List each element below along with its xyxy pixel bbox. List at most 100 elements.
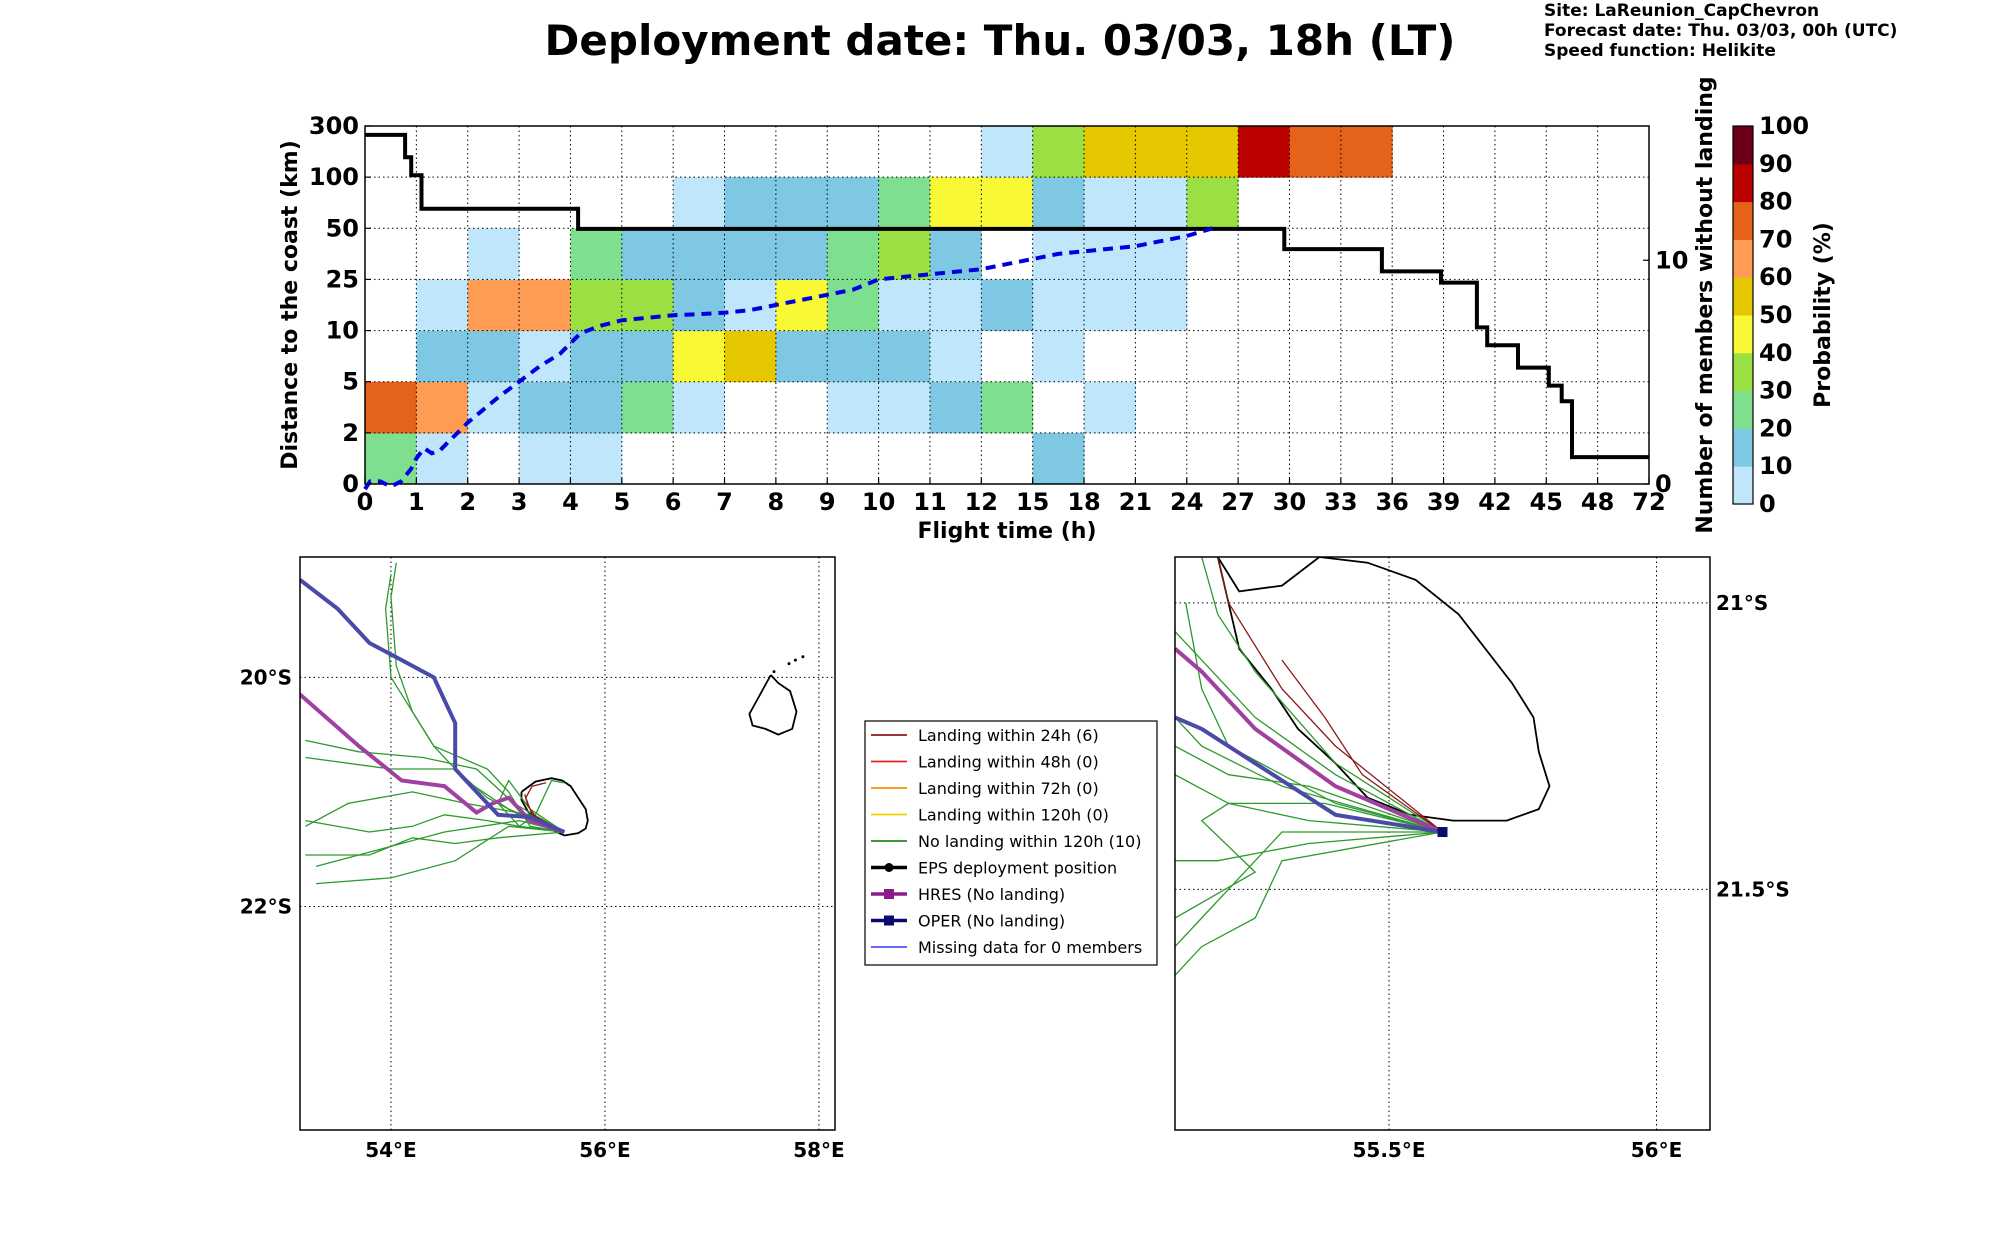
legend-label: No landing within 120h (10) xyxy=(918,832,1141,851)
heatmap-cell xyxy=(1135,126,1188,178)
colorbar-tick-label: 40 xyxy=(1759,339,1792,367)
heatmap-cell xyxy=(1186,177,1239,229)
heatmap-cell xyxy=(724,228,777,280)
legend-label: Landing within 24h (6) xyxy=(918,726,1099,745)
heatmap-cell xyxy=(519,330,571,383)
map-lon-label: 54°E xyxy=(365,1138,417,1162)
heatmap-cell xyxy=(724,279,777,332)
no-landing-track xyxy=(1175,745,1443,833)
x-tick-label: 27 xyxy=(1221,488,1254,516)
colorbar-tick-label: 70 xyxy=(1759,225,1792,253)
x-tick-label: 12 xyxy=(965,488,998,516)
x-tick-label: 7 xyxy=(716,488,733,516)
heatmap-x-axis-label: Flight time (h) xyxy=(917,519,1096,544)
legend-item: HRES (No landing) xyxy=(871,885,1065,904)
speed-function-label: Speed function: Helikite xyxy=(1544,41,1776,61)
heatmap-cell xyxy=(519,279,571,332)
heatmap-cell xyxy=(775,279,828,332)
oper-track xyxy=(1175,715,1443,834)
heatmap-cell xyxy=(570,432,623,485)
heatmap-cell xyxy=(878,381,931,434)
heatmap-y2-ticks: 0 10 xyxy=(1643,246,1688,498)
heatmap-cell xyxy=(621,330,674,383)
heatmap-cell xyxy=(878,330,931,383)
map-frame xyxy=(299,556,836,1131)
heatmap-grid xyxy=(365,126,1649,484)
heatmap-lines xyxy=(363,132,1649,491)
y-tick-label: 300 xyxy=(309,112,359,140)
legend-label: Missing data for 0 members xyxy=(918,938,1142,957)
no-landing-track xyxy=(1175,774,1443,833)
legend-item: Landing within 24h (6) xyxy=(871,726,1099,745)
x-tick-label: 1 xyxy=(408,488,425,516)
heatmap-cell xyxy=(365,381,417,434)
no-landing-track xyxy=(1175,831,1443,948)
x-tick-label: 39 xyxy=(1427,488,1460,516)
heatmap-y-axis-label: Distance to the coast (km) xyxy=(278,140,303,470)
y-tick-label: 2 xyxy=(342,419,359,447)
x-tick-label: 10 xyxy=(862,488,895,516)
colorbar-block xyxy=(1733,277,1753,316)
heatmap-cell xyxy=(981,177,1034,229)
heatmap-cell xyxy=(621,279,674,332)
heatmap-cell xyxy=(416,330,469,383)
map-lon-label: 56°E xyxy=(1631,1138,1683,1162)
colorbar-block xyxy=(1733,390,1753,429)
heatmap-cell xyxy=(981,279,1034,332)
heatmap-cell xyxy=(1032,432,1085,485)
colorbar-tick-label: 50 xyxy=(1759,301,1792,329)
mauritius-coastline xyxy=(748,674,798,736)
blue-dashed-line xyxy=(363,226,1213,491)
heatmap-cell xyxy=(467,228,520,280)
colorbar-tick-label: 100 xyxy=(1759,112,1809,140)
heatmap-cell xyxy=(878,279,931,332)
x-tick-label: 48 xyxy=(1581,488,1614,516)
heatmap-cell xyxy=(1084,279,1136,332)
map-lon-label: 58°E xyxy=(793,1138,845,1162)
heatmap-cell xyxy=(827,381,880,434)
heatmap-x-ticks: 0 1 2 3 4 5 6 7 8 9 10 11 12 15 18 21 24 27 30 33 36 39 42 45 48… xyxy=(357,478,1666,516)
heatmap-cell xyxy=(827,279,880,332)
heatmap-cell xyxy=(519,381,571,434)
heatmap-cell xyxy=(1289,126,1342,178)
site-label: Site: LaReunion_CapChevron xyxy=(1544,1,1820,21)
x-tick-label: 0 xyxy=(357,488,374,516)
heatmap-cell xyxy=(929,177,982,229)
x-tick-label: 45 xyxy=(1530,488,1563,516)
heatmap-cell xyxy=(673,330,726,383)
no-landing-track xyxy=(384,574,565,833)
x-tick-label: 5 xyxy=(613,488,630,516)
colorbar-label: Probability (%) xyxy=(1811,222,1836,408)
heatmap-cell xyxy=(775,330,828,383)
colorbar-tick-label: 0 xyxy=(1759,490,1776,518)
heatmap-cell xyxy=(878,228,931,280)
map-lat-label: 20°S xyxy=(240,665,292,689)
map-lon-label: 55.5°E xyxy=(1352,1138,1425,1162)
colorbar-ticks: 0 10 20 30 40 50 60 70 80 90 100 xyxy=(1759,112,1809,518)
colorbar-block xyxy=(1733,466,1753,505)
heatmap-cell xyxy=(570,228,623,280)
legend-item: Landing within 120h (0) xyxy=(871,806,1109,825)
x-tick-label: 3 xyxy=(511,488,528,516)
oper-track xyxy=(300,578,566,834)
heatmap-cell xyxy=(467,330,520,383)
legend-label: Landing within 72h (0) xyxy=(918,779,1099,798)
colorbar-block xyxy=(1733,239,1753,278)
heatmap-cell xyxy=(878,177,931,229)
heatmap-cell xyxy=(1032,330,1085,383)
x-tick-label: 42 xyxy=(1478,488,1511,516)
legend-item: No landing within 120h (10) xyxy=(871,832,1141,851)
x-tick-label: 15 xyxy=(1016,488,1049,516)
x-tick-label: 11 xyxy=(913,488,946,516)
heatmap-cell xyxy=(929,381,982,434)
colorbar-block xyxy=(1733,201,1753,240)
landing-24h-track xyxy=(1217,557,1443,833)
heatmap-cell xyxy=(416,279,469,332)
x-tick-label: 6 xyxy=(665,488,682,516)
x-tick-label: 36 xyxy=(1375,488,1408,516)
heatmap-cell xyxy=(673,228,726,280)
colorbar-tick-label: 10 xyxy=(1759,452,1792,480)
reunion-coastline xyxy=(1216,557,1551,822)
heatmap-cell xyxy=(1084,177,1136,229)
